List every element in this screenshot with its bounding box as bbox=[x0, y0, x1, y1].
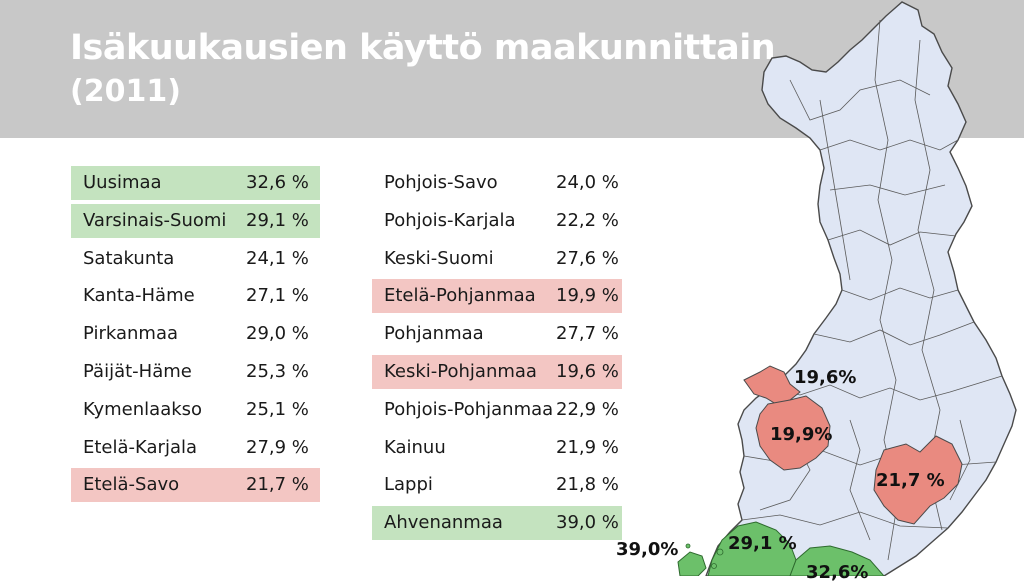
region-value: 22,2 % bbox=[556, 209, 619, 231]
table-row: Keski-Suomi 27,6 % bbox=[372, 242, 622, 276]
map-label-etela-pohjanmaa: 19,9% bbox=[770, 424, 833, 445]
table-row: Etelä-Savo 21,7 % bbox=[71, 468, 320, 503]
region-value: 21,8 % bbox=[556, 474, 619, 496]
region-value: 32,6 % bbox=[246, 172, 309, 193]
map-label-varsinais-suomi: 29,1 % bbox=[728, 533, 797, 554]
region-table-left: Uusimaa 32,6 % Varsinais-Suomi 29,1 % Sata… bbox=[71, 166, 320, 506]
region-value: 29,0 % bbox=[246, 323, 309, 345]
table-row: Ahvenanmaa 39,0 % bbox=[372, 506, 622, 541]
region-name: Etelä-Savo bbox=[83, 474, 180, 496]
region-name: Kymenlaakso bbox=[83, 398, 203, 420]
map-label-ahvenanmaa: 39,0% bbox=[616, 539, 679, 560]
region-value: 27,7 % bbox=[556, 323, 619, 345]
table-row: Lappi 21,8 % bbox=[372, 468, 622, 502]
page-subtitle: (2011) bbox=[70, 74, 181, 109]
map-region-etela-savo bbox=[873, 435, 963, 525]
region-name: Satakunta bbox=[83, 247, 175, 269]
map-label-uusimaa: 32,6% bbox=[806, 562, 869, 583]
table-row: Etelä-Karjala 27,9 % bbox=[71, 431, 320, 465]
region-name: Pirkanmaa bbox=[83, 323, 179, 345]
table-row: Satakunta 24,1 % bbox=[71, 242, 320, 276]
region-name: Pohjois-Pohjanmaa bbox=[384, 398, 554, 420]
region-value: 19,9 % bbox=[556, 285, 619, 307]
region-value: 21,7 % bbox=[246, 474, 309, 496]
region-value: 22,9 % bbox=[556, 398, 619, 420]
region-value: 27,9 % bbox=[246, 436, 309, 458]
table-row: Kymenlaakso 25,1 % bbox=[71, 393, 320, 427]
finland-map bbox=[677, 1, 1017, 576]
table-row: Keski-Pohjanmaa 19,6 % bbox=[372, 354, 622, 389]
region-name: Lappi bbox=[384, 474, 433, 496]
region-name: Kainuu bbox=[384, 436, 446, 458]
region-name: Kanta-Häme bbox=[83, 285, 195, 307]
region-value: 27,1 % bbox=[246, 285, 309, 307]
map-label-keski-pohjanmaa: 19,6% bbox=[794, 367, 857, 388]
map-region-uusimaa bbox=[789, 545, 885, 576]
region-name: Uusimaa bbox=[83, 172, 162, 193]
table-row: Kanta-Häme 27,1 % bbox=[71, 279, 320, 313]
table-row: Pohjois-Pohjanmaa 22,9 % bbox=[372, 393, 622, 427]
map-region-varsinais-suomi bbox=[707, 521, 797, 576]
region-table-right: Pohjois-Savo 24,0 % Pohjois-Karjala 22,2 %… bbox=[372, 166, 622, 544]
map-region-keski-pohjanmaa bbox=[743, 365, 801, 405]
region-name: Ahvenanmaa bbox=[384, 512, 503, 534]
region-name: Keski-Pohjanmaa bbox=[384, 360, 537, 382]
table-row: Pohjanmaa 27,7 % bbox=[372, 317, 622, 351]
region-name: Pohjanmaa bbox=[384, 323, 484, 345]
region-name: Etelä-Pohjanmaa bbox=[384, 285, 536, 307]
map-region-ahvenanmaa bbox=[677, 551, 707, 576]
region-value: 29,1 % bbox=[246, 209, 309, 231]
table-row: Päijät-Häme 25,3 % bbox=[71, 355, 320, 389]
region-name: Pohjois-Savo bbox=[384, 172, 498, 193]
region-name: Pohjois-Karjala bbox=[384, 209, 516, 231]
region-value: 24,0 % bbox=[556, 172, 619, 193]
region-value: 25,3 % bbox=[246, 360, 309, 382]
region-value: 25,1 % bbox=[246, 398, 309, 420]
region-value: 39,0 % bbox=[556, 512, 619, 534]
table-row: Etelä-Pohjanmaa 19,9 % bbox=[372, 279, 622, 314]
region-value: 19,6 % bbox=[556, 360, 619, 382]
table-row: Pirkanmaa 29,0 % bbox=[71, 317, 320, 351]
region-name: Päijät-Häme bbox=[83, 360, 192, 382]
table-row: Kainuu 21,9 % bbox=[372, 431, 622, 465]
map-mainland bbox=[705, 1, 1017, 576]
table-row: Uusimaa 32,6 % bbox=[71, 166, 320, 200]
table-row: Pohjois-Karjala 22,2 % bbox=[372, 204, 622, 238]
region-value: 24,1 % bbox=[246, 247, 309, 269]
region-value: 21,9 % bbox=[556, 436, 619, 458]
map-region-etela-pohjanmaa bbox=[755, 395, 831, 471]
table-row: Pohjois-Savo 24,0 % bbox=[372, 166, 622, 200]
page-title: Isäkuukausien käyttö maakunnittain bbox=[70, 28, 776, 68]
region-name: Keski-Suomi bbox=[384, 247, 494, 269]
region-name: Etelä-Karjala bbox=[83, 436, 198, 458]
region-name: Varsinais-Suomi bbox=[83, 209, 227, 231]
table-row: Varsinais-Suomi 29,1 % bbox=[71, 203, 320, 238]
map-label-etela-savo: 21,7 % bbox=[876, 470, 945, 491]
region-value: 27,6 % bbox=[556, 247, 619, 269]
